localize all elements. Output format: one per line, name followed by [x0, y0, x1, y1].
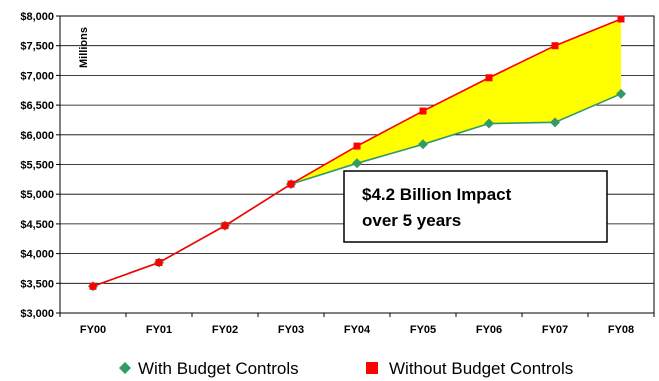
data-point-without-controls	[89, 282, 97, 290]
x-tick-label: FY01	[146, 324, 172, 336]
y-unit-label: Millions	[78, 27, 90, 68]
data-point-with-controls	[550, 117, 560, 128]
annotation-line-1: $4.2 Billion Impact	[362, 185, 512, 204]
x-tick-label: FY06	[476, 324, 502, 336]
legend-marker-with-controls	[119, 362, 131, 374]
y-tick-label: $4,500	[20, 219, 54, 231]
y-tick-label: $3,000	[20, 308, 54, 320]
y-tick-label: $7,000	[20, 70, 54, 82]
data-point-with-controls	[484, 118, 494, 129]
x-tick-label: FY05	[410, 324, 436, 336]
y-tick-label: $5,000	[20, 189, 54, 201]
x-tick-label: FY03	[278, 324, 304, 336]
x-tick-label: FY00	[80, 324, 106, 336]
y-tick-label: $4,000	[20, 249, 54, 261]
annotation-box	[343, 170, 608, 243]
x-tick-label: FY02	[212, 324, 238, 336]
annotation-line-2: over 5 years	[362, 211, 461, 230]
data-point-without-controls	[419, 107, 427, 115]
data-point-without-controls	[287, 180, 295, 188]
data-point-without-controls	[551, 42, 559, 50]
y-tick-label: $6,000	[20, 130, 54, 142]
y-tick-label: $6,500	[20, 100, 54, 112]
legend-label-without-controls: Without Budget Controls	[389, 359, 573, 378]
data-point-without-controls	[617, 15, 625, 23]
data-point-with-controls	[418, 139, 428, 150]
data-point-with-controls	[352, 158, 362, 169]
y-tick-label: $5,500	[20, 160, 54, 172]
y-tick-label: $7,500	[20, 41, 54, 53]
x-tick-label: FY07	[542, 324, 568, 336]
legend-marker-without-controls	[366, 362, 378, 374]
data-point-with-controls	[616, 88, 626, 99]
data-point-without-controls	[155, 259, 163, 267]
data-point-without-controls	[485, 74, 493, 82]
y-tick-label: $3,500	[20, 278, 54, 290]
impact-area	[291, 18, 621, 185]
data-point-without-controls	[221, 222, 229, 230]
x-tick-label: FY08	[608, 324, 634, 336]
x-tick-label: FY04	[344, 324, 371, 336]
data-point-without-controls	[353, 142, 361, 150]
legend-label-with-controls: With Budget Controls	[138, 359, 299, 378]
y-tick-label: $8,000	[20, 11, 54, 23]
